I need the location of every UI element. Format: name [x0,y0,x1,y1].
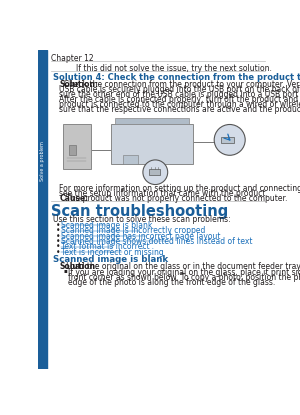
Bar [123,154,138,164]
Bar [149,169,160,175]
Text: Scanned image shows dotted lines instead of text: Scanned image shows dotted lines instead… [61,237,252,246]
Text: •: • [56,232,61,241]
Text: •: • [56,237,61,246]
Text: USB cable is securely plugged into the USB port on the back of the product. Make: USB cable is securely plugged into the U… [59,85,300,94]
Text: Load the original on the glass or in the document feeder tray.: Load the original on the glass or in the… [59,261,300,271]
Text: Scanned image is incorrectly cropped: Scanned image is incorrectly cropped [61,226,205,235]
Text: •: • [56,221,61,230]
Text: Check the connection from the product to your computer. Verify that the: Check the connection from the product to… [59,80,300,89]
Text: Solve a problem: Solve a problem [40,142,45,181]
Text: •: • [56,226,61,235]
Bar [115,118,189,124]
Text: •: • [56,248,61,257]
Text: Use this section to solve these scan problems:: Use this section to solve these scan pro… [53,215,231,225]
Text: Solution:: Solution: [59,261,98,271]
Text: For more information on setting up the product and connecting it to your compute: For more information on setting up the p… [59,184,300,193]
Text: Scanned image has incorrect page layout: Scanned image has incorrect page layout [61,232,220,241]
Bar [38,50,47,369]
Bar [221,137,234,143]
Bar [111,124,193,164]
Text: see the setup information that came with the product.: see the setup information that came with… [59,189,268,198]
Text: sure the other end of the USB cable is plugged into a USB port on your computer.: sure the other end of the USB cable is p… [59,90,300,99]
Text: Cause:: Cause: [59,194,88,203]
Text: Solution 4: Check the connection from the product to your computer: Solution 4: Check the connection from th… [53,73,300,82]
Circle shape [143,160,168,185]
Text: Text is incorrect or missing: Text is incorrect or missing [61,248,164,257]
Text: edge of the photo is along the front edge of the glass.: edge of the photo is along the front edg… [68,278,275,288]
Text: If this did not solve the issue, try the next solution.: If this did not solve the issue, try the… [76,63,272,73]
Text: Text format is incorrect: Text format is incorrect [61,242,149,251]
Text: product is connected to the computer through a wired or wireless connection, mak: product is connected to the computer thr… [59,100,300,109]
Text: If you are loading your original on the glass, place it print side down on the r: If you are loading your original on the … [68,269,300,278]
Text: The product was not properly connected to the computer.: The product was not properly connected t… [59,194,288,203]
Text: Solution:: Solution: [59,80,98,89]
Text: After the cable is connected properly, turn off the product and then on again. I: After the cable is connected properly, t… [59,95,300,104]
Text: ▪: ▪ [63,269,67,273]
Text: front corner as shown below. To copy a photo, position the photo so that the lon: front corner as shown below. To copy a p… [68,273,300,283]
Text: Scanned image is blank: Scanned image is blank [53,255,168,264]
Text: •: • [56,242,61,251]
Bar [68,144,76,155]
Text: Chapter 12: Chapter 12 [51,54,93,63]
Circle shape [214,124,245,155]
Text: Scan troubleshooting: Scan troubleshooting [51,204,228,219]
Bar [63,124,91,169]
Text: sure that the respective connections are active and the product is turned on.: sure that the respective connections are… [59,105,300,114]
Text: Scanned image is blank: Scanned image is blank [61,221,152,230]
